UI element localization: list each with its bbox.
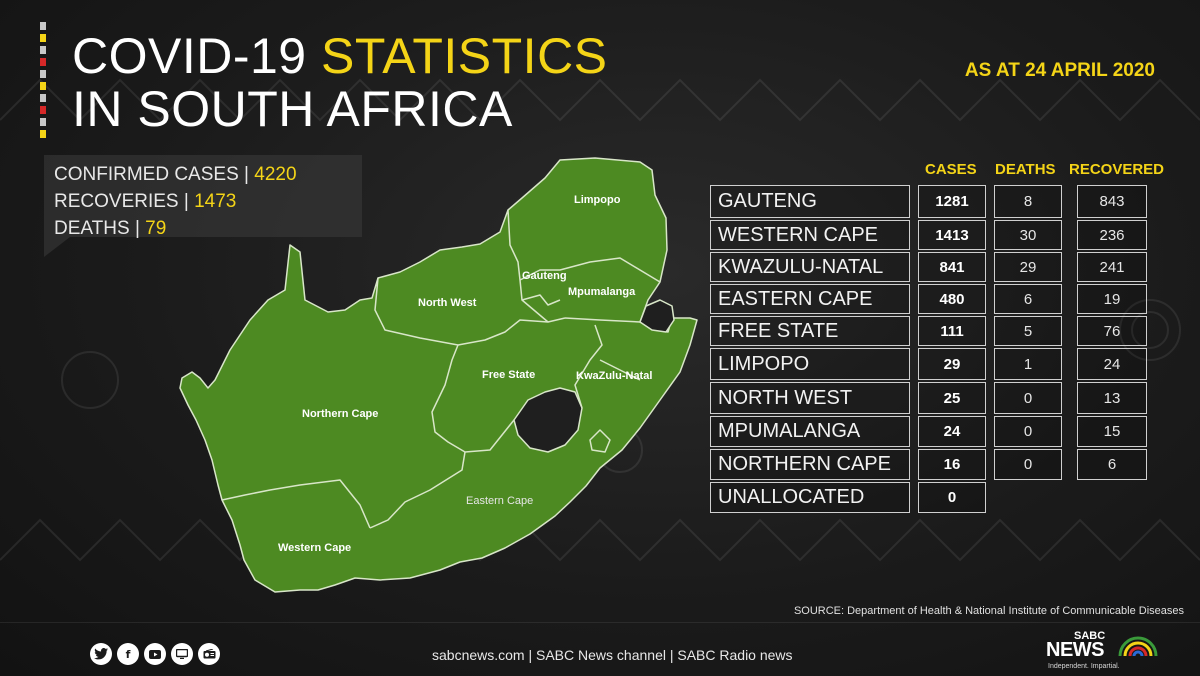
separator: | bbox=[134, 218, 140, 239]
title-south-africa: IN SOUTH AFRICA bbox=[72, 81, 513, 137]
map-label-free-state: Free State bbox=[482, 369, 535, 381]
map-label-gauteng: Gauteng bbox=[522, 270, 567, 282]
row-recovered: 241 bbox=[1077, 252, 1147, 282]
page-title: COVID-19 STATISTICS IN SOUTH AFRICA bbox=[72, 30, 608, 136]
map-label-eastern-cape: Eastern Cape bbox=[466, 495, 533, 507]
footer-divider bbox=[0, 622, 1200, 623]
map-label-north-west: North West bbox=[418, 297, 477, 309]
row-province: FREE STATE bbox=[710, 316, 910, 346]
row-cases: 16 bbox=[918, 449, 986, 480]
logo-tagline: Independent. Impartial. bbox=[1048, 663, 1120, 670]
header-cases: CASES bbox=[925, 161, 977, 178]
lesotho bbox=[513, 387, 583, 453]
footer-links[interactable]: sabcnews.com | SABC News channel | SABC … bbox=[432, 647, 793, 663]
row-deaths: 0 bbox=[994, 382, 1062, 414]
confirmed-label: CONFIRMED CASES bbox=[54, 164, 239, 185]
youtube-icon[interactable] bbox=[144, 643, 166, 665]
row-deaths: 29 bbox=[994, 252, 1062, 282]
deaths-label: DEATHS bbox=[54, 218, 130, 239]
summary-confirmed: CONFIRMED CASES | 4220 bbox=[54, 161, 362, 188]
separator: | bbox=[244, 164, 249, 185]
radio-icon[interactable] bbox=[198, 643, 220, 665]
row-province: MPUMALANGA bbox=[710, 416, 910, 447]
eswatini bbox=[639, 299, 675, 333]
row-cases: 480 bbox=[918, 284, 986, 314]
row-cases: 25 bbox=[918, 382, 986, 414]
row-cases: 1281 bbox=[918, 185, 986, 218]
recoveries-label: RECOVERIES bbox=[54, 191, 179, 212]
row-cases: 111 bbox=[918, 316, 986, 346]
tv-icon[interactable] bbox=[171, 643, 193, 665]
summary-box-tail bbox=[44, 237, 70, 257]
summary-box: CONFIRMED CASES | 4220 RECOVERIES | 1473… bbox=[44, 155, 362, 239]
row-deaths: 0 bbox=[994, 449, 1062, 480]
map-label-mpumalanga: Mpumalanga bbox=[568, 286, 636, 298]
row-cases: 0 bbox=[918, 482, 986, 513]
recoveries-value: 1473 bbox=[194, 191, 237, 212]
facebook-icon[interactable]: f bbox=[117, 643, 139, 665]
map-label-limpopo: Limpopo bbox=[574, 194, 621, 206]
row-province: WESTERN CAPE bbox=[710, 220, 910, 250]
row-province: NORTHERN CAPE bbox=[710, 449, 910, 480]
row-cases: 1413 bbox=[918, 220, 986, 250]
row-recovered: 6 bbox=[1077, 449, 1147, 480]
row-deaths: 30 bbox=[994, 220, 1062, 250]
row-recovered: 76 bbox=[1077, 316, 1147, 346]
decorative-strip bbox=[40, 22, 46, 140]
map-label-kwazulu-natal: KwaZulu-Natal bbox=[576, 370, 652, 382]
row-recovered: 843 bbox=[1077, 185, 1147, 218]
row-recovered: 13 bbox=[1077, 382, 1147, 414]
separator: | bbox=[183, 191, 189, 212]
row-deaths: 8 bbox=[994, 185, 1062, 218]
row-deaths: 5 bbox=[994, 316, 1062, 346]
row-province: GAUTENG bbox=[710, 185, 910, 218]
social-icons: f bbox=[90, 643, 220, 665]
row-deaths: 6 bbox=[994, 284, 1062, 314]
logo-sabc-text: SABC bbox=[1074, 630, 1106, 642]
summary-recoveries: RECOVERIES | 1473 bbox=[54, 188, 362, 215]
row-recovered: 236 bbox=[1077, 220, 1147, 250]
map-label-northern-cape: Northern Cape bbox=[302, 408, 378, 420]
twitter-icon[interactable] bbox=[90, 643, 112, 665]
header-recovered: RECOVERED bbox=[1069, 161, 1165, 178]
row-deaths: 1 bbox=[994, 348, 1062, 380]
title-statistics: STATISTICS bbox=[321, 28, 608, 84]
row-recovered: 19 bbox=[1077, 284, 1147, 314]
deaths-value: 79 bbox=[145, 218, 167, 239]
title-covid: COVID-19 bbox=[72, 28, 307, 84]
logo-news-text: NEWS bbox=[1046, 639, 1105, 661]
sabc-news-logo: SABC NEWS Independent. Impartial. bbox=[1046, 630, 1166, 674]
province-borders bbox=[221, 209, 661, 529]
header-deaths: DEATHS bbox=[995, 161, 1056, 178]
row-recovered: 24 bbox=[1077, 348, 1147, 380]
row-cases: 841 bbox=[918, 252, 986, 282]
row-province: KWAZULU-NATAL bbox=[710, 252, 910, 282]
source-note: SOURCE: Department of Health & National … bbox=[793, 605, 1184, 617]
row-cases: 24 bbox=[918, 416, 986, 447]
as-at-date: AS AT 24 APRIL 2020 bbox=[964, 60, 1155, 81]
confirmed-value: 4220 bbox=[254, 164, 297, 185]
row-deaths: 0 bbox=[994, 416, 1062, 447]
row-recovered: 15 bbox=[1077, 416, 1147, 447]
row-province: UNALLOCATED bbox=[710, 482, 910, 513]
row-province: EASTERN CAPE bbox=[710, 284, 910, 314]
south-africa-map: Limpopo Gauteng Mpumalanga North West Fr… bbox=[179, 157, 698, 593]
logo-signal-icon bbox=[1118, 636, 1158, 657]
map-provinces bbox=[179, 157, 698, 593]
row-province: LIMPOPO bbox=[710, 348, 910, 380]
summary-deaths: DEATHS | 79 bbox=[54, 215, 362, 242]
row-cases: 29 bbox=[918, 348, 986, 380]
row-province: NORTH WEST bbox=[710, 382, 910, 414]
map-label-western-cape: Western Cape bbox=[278, 542, 351, 554]
